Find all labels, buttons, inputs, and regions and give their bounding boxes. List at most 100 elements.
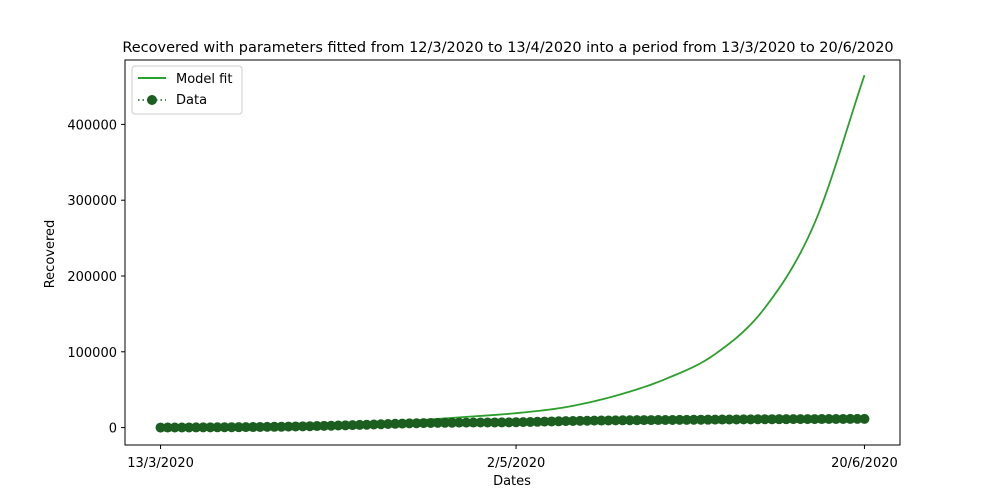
data-point <box>255 421 266 432</box>
data-point <box>155 422 166 433</box>
data-point <box>731 414 742 425</box>
data-point <box>276 421 287 432</box>
data-point <box>191 422 202 433</box>
data-point <box>831 413 842 424</box>
data-point <box>326 420 337 431</box>
x-tick-label: 20/6/2020 <box>831 456 898 471</box>
data-point <box>198 422 209 433</box>
data-point <box>603 415 614 426</box>
data-point <box>631 415 642 426</box>
data-point <box>724 414 735 425</box>
data-point <box>219 422 230 433</box>
data-point <box>695 414 706 425</box>
data-point <box>411 418 422 429</box>
data-point <box>582 415 593 426</box>
data-point <box>653 415 664 426</box>
data-point <box>283 421 294 432</box>
y-axis-ticks: 0 100000 200000 300000 400000 <box>67 118 125 437</box>
data-point <box>226 422 237 433</box>
data-point <box>575 415 586 426</box>
x-axis-ticks: 13/3/2020 2/5/2020 20/6/2020 <box>127 445 898 471</box>
x-tick-label: 13/3/2020 <box>127 456 194 471</box>
data-point <box>617 415 628 426</box>
data-point <box>212 422 223 433</box>
data-point <box>496 417 507 428</box>
data-point <box>404 418 415 429</box>
data-point <box>752 414 763 425</box>
data-point <box>333 420 344 431</box>
data-point <box>176 422 187 433</box>
data-point <box>290 421 301 432</box>
data-point <box>375 419 386 430</box>
data-point <box>674 414 685 425</box>
data-point <box>809 414 820 425</box>
data-point <box>439 417 450 428</box>
data-point <box>511 417 522 428</box>
chart-title: Recovered with parameters fitted from 12… <box>122 40 893 56</box>
data-point <box>788 414 799 425</box>
y-tick-label: 200000 <box>67 270 117 285</box>
data-point <box>269 421 280 432</box>
data-point <box>489 417 500 428</box>
data-point <box>354 419 365 430</box>
data-point <box>639 415 650 426</box>
data-point <box>802 414 813 425</box>
legend: Model fit Data <box>131 65 243 115</box>
data-point <box>532 416 543 427</box>
data-point <box>567 416 578 426</box>
data-point <box>838 413 849 424</box>
legend-model-fit-label: Model fit <box>176 72 232 87</box>
data-point <box>240 422 251 433</box>
data-point <box>610 415 621 426</box>
data-point <box>262 421 273 432</box>
data-point <box>162 422 173 433</box>
data-point <box>646 415 657 426</box>
y-tick-label: 300000 <box>67 194 117 209</box>
data-point <box>397 418 408 429</box>
data-point <box>432 417 443 428</box>
data-point <box>525 416 536 427</box>
data-point <box>233 422 244 433</box>
data-point <box>560 416 571 427</box>
model-fit-line <box>160 74 866 429</box>
data-point <box>503 417 514 428</box>
data-point <box>447 417 458 428</box>
data-point <box>859 413 870 424</box>
data-point <box>340 420 351 431</box>
data-point <box>596 415 607 426</box>
data-point <box>852 413 863 424</box>
y-tick-label: 100000 <box>67 346 117 361</box>
data-point <box>745 414 756 425</box>
data-point <box>454 417 465 428</box>
data-point <box>710 414 721 425</box>
data-point <box>624 415 635 426</box>
data-point <box>461 417 472 428</box>
data-point <box>816 414 827 425</box>
data-point <box>311 421 322 432</box>
data-point <box>823 414 834 425</box>
y-tick-label: 400000 <box>67 118 117 133</box>
plot-frame <box>124 59 901 446</box>
data-point <box>297 421 308 432</box>
data-point <box>539 416 550 427</box>
data-point <box>688 414 699 425</box>
data-point <box>368 419 379 430</box>
data-point <box>667 414 678 425</box>
data-point <box>660 414 671 425</box>
data-point <box>482 417 493 428</box>
data-point <box>183 422 194 433</box>
data-point <box>795 414 806 425</box>
data-point <box>781 414 792 425</box>
data-point <box>681 414 692 425</box>
data-point <box>169 422 180 433</box>
data-point <box>774 414 785 425</box>
data-point <box>717 414 728 425</box>
y-axis-label: Recovered <box>43 220 58 289</box>
x-tick-label: 2/5/2020 <box>487 456 545 471</box>
data-point <box>589 415 600 426</box>
data-point <box>475 417 486 428</box>
data-point <box>304 421 315 432</box>
data-point <box>319 420 330 431</box>
data-point <box>418 418 429 429</box>
